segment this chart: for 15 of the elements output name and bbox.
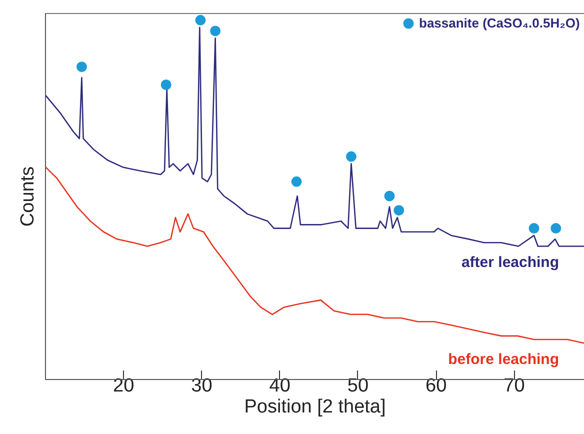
point xyxy=(291,176,302,187)
series-label: before leaching xyxy=(448,351,559,368)
y-axis-title: Counts xyxy=(18,166,38,227)
legend-label: bassanite (CaSO₄.0.5H₂O) xyxy=(419,16,580,30)
point xyxy=(394,205,404,216)
point xyxy=(528,223,540,234)
point xyxy=(550,223,562,234)
point xyxy=(160,80,172,90)
point xyxy=(346,151,356,162)
x-axis-title: Position [2 theta] xyxy=(244,396,386,418)
point xyxy=(76,62,87,72)
point xyxy=(195,14,206,26)
series-label: after leaching xyxy=(461,254,559,272)
point xyxy=(210,26,221,36)
point xyxy=(384,190,395,202)
